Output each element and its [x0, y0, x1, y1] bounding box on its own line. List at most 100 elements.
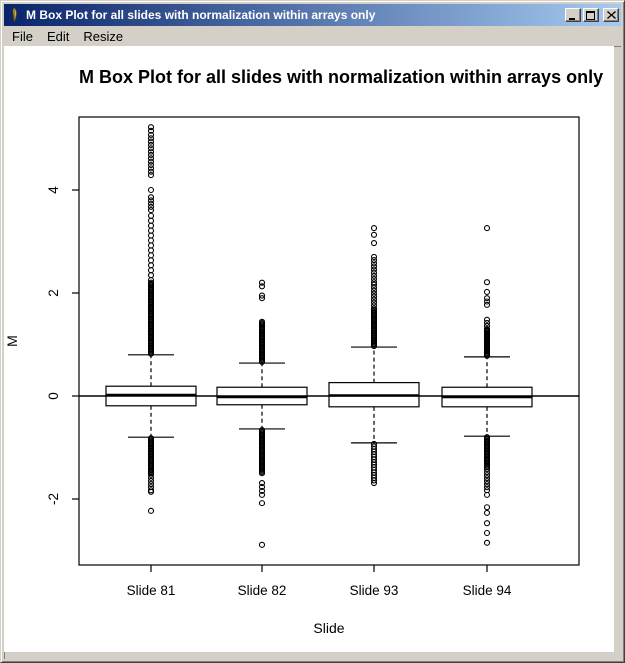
outlier-point [258, 426, 266, 434]
menu-resize[interactable]: Resize [83, 28, 124, 44]
outlier-point [370, 272, 378, 279]
outlier-point [370, 305, 378, 312]
outlier-point [147, 203, 155, 210]
outlier-point [147, 124, 155, 131]
outlier-point [370, 225, 378, 232]
outlier-point [147, 237, 155, 244]
outlier-point [258, 318, 266, 325]
outlier-point [147, 471, 155, 478]
chart-title: M Box Plot for all slides with normaliza… [79, 67, 604, 87]
outliers-slide-82 [258, 279, 266, 548]
outlier-point [483, 509, 491, 516]
outlier-point [370, 287, 378, 294]
outlier-point [147, 148, 155, 155]
outlier-point [483, 469, 491, 476]
y-tick-label: 2 [46, 289, 61, 297]
outlier-point [258, 491, 266, 498]
outlier-point [258, 487, 266, 494]
outlier-point [370, 275, 378, 283]
outlier-point [147, 257, 155, 264]
menu-edit[interactable]: Edit [46, 28, 70, 44]
outlier-point [483, 520, 491, 527]
outlier-point [147, 165, 155, 172]
x-tick-label: Slide 81 [127, 583, 176, 598]
x-tick-label: Slide 82 [238, 583, 287, 598]
outlier-point [147, 481, 155, 488]
outlier-point [483, 295, 491, 302]
outlier-point [370, 239, 378, 247]
outlier-point [370, 231, 378, 238]
outliers-slide-93 [370, 225, 378, 487]
outlier-point [483, 472, 491, 479]
outlier-point [483, 529, 491, 537]
outlier-point [483, 301, 491, 308]
outlier-point [147, 151, 155, 159]
outlier-point [483, 466, 491, 473]
outlier-point [483, 322, 491, 330]
menu-file[interactable]: File [12, 28, 33, 44]
outlier-point [483, 298, 491, 305]
outlier-point [147, 279, 155, 286]
outlier-point [147, 131, 155, 138]
outlier-point [258, 500, 266, 507]
outlier-point [370, 260, 378, 267]
outlier-point [370, 281, 378, 288]
outlier-point [370, 293, 378, 300]
quill-icon [12, 7, 17, 23]
client-area: M Box Plot for all slides with normaliza… [4, 46, 621, 659]
close-icon [606, 11, 616, 19]
outlier-point [147, 158, 155, 165]
outlier-point [370, 296, 378, 303]
outlier-point [483, 325, 491, 333]
outlier-point [147, 474, 155, 481]
outlier-point [147, 145, 155, 152]
outlier-point [147, 186, 155, 194]
outliers-slide-94 [483, 225, 491, 546]
outlier-point [147, 477, 155, 485]
outlier-point [147, 168, 155, 175]
outlier-point [147, 242, 155, 249]
outlier-point [483, 475, 491, 482]
outlier-point [147, 135, 155, 142]
outlier-point [370, 290, 378, 297]
outlier-point [147, 212, 155, 219]
maximize-button[interactable] [583, 8, 599, 22]
title-bar[interactable]: M Box Plot for all slides with normaliza… [4, 4, 621, 26]
plot-frame [78, 116, 580, 566]
outlier-point [483, 478, 491, 485]
minimize-button[interactable] [565, 8, 581, 22]
outlier-point [483, 484, 491, 491]
outlier-point [147, 127, 155, 134]
outlier-point [147, 172, 155, 179]
maximize-icon [586, 10, 595, 20]
outlier-point [370, 299, 378, 306]
outlier-point [147, 141, 155, 148]
boxplot-chart: -2 0 2 4 Slide 81 Slide 82 Slide 93 Slide 94 M Sl… [4, 116, 580, 636]
outlier-point [370, 302, 378, 309]
outlier-point [147, 200, 155, 207]
outlier-point [147, 262, 155, 269]
outlier-point [370, 279, 378, 286]
outlier-point [147, 435, 155, 442]
plot-canvas: M Box Plot for all slides with normaliza… [4, 46, 614, 652]
outlier-point [370, 253, 378, 260]
outlier-point [483, 319, 491, 326]
outlier-point [370, 263, 378, 270]
close-button[interactable] [603, 8, 619, 22]
outlier-point [258, 479, 266, 487]
outlier-point [483, 225, 491, 232]
outlier-point [147, 252, 155, 259]
window-title: M Box Plot for all slides with normaliza… [26, 8, 376, 22]
outlier-point [147, 155, 155, 162]
y-tick-label: 0 [46, 392, 61, 400]
x-tick-label: Slide 93 [350, 583, 399, 598]
x-axis-label: Slide [313, 620, 344, 636]
outlier-point [147, 161, 155, 169]
outlier-point [258, 292, 266, 299]
outlier-point [483, 491, 491, 498]
outlier-point [147, 247, 155, 254]
outlier-point [483, 434, 491, 441]
x-tick-label: Slide 94 [463, 583, 512, 598]
outlier-point [258, 283, 266, 290]
